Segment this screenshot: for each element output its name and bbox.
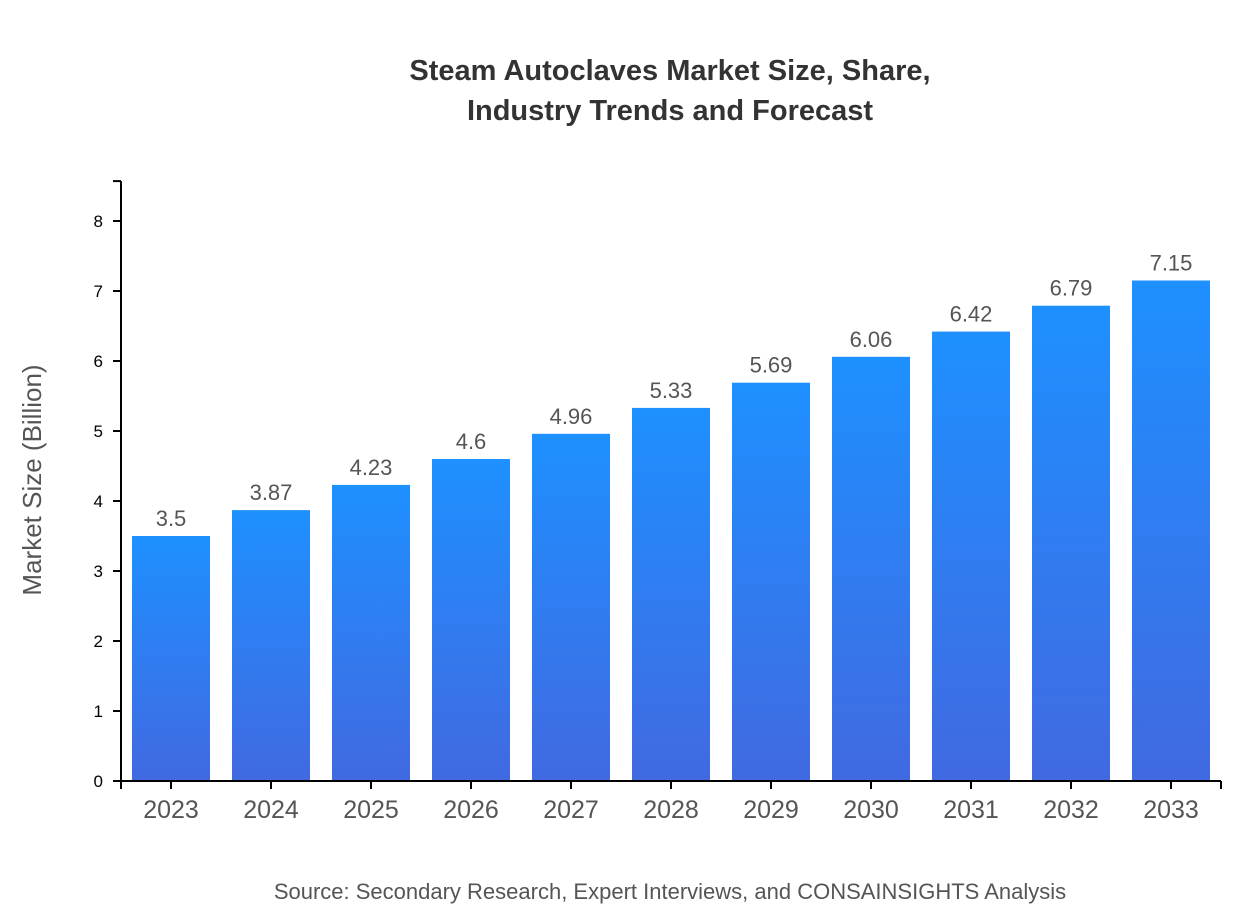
chart-title-line-1: Steam Autoclaves Market Size, Share,: [409, 55, 930, 87]
data-label-2026: 4.6: [456, 429, 487, 454]
data-label-2029: 5.69: [750, 353, 793, 378]
bars: 3.5 3.87 4.23 4.6 4.96 5.33 5.69 6.06 6.42 6.79 7.…: [132, 251, 1210, 781]
bar-2026: [432, 459, 510, 781]
x-tick-label: 2024: [243, 796, 299, 824]
axes: 2023 2024 2025 2026 2027 2028 2029 2030 2031 2032…: [94, 180, 1222, 824]
bar-2028: [632, 407, 710, 781]
bar-2032: [1032, 305, 1110, 781]
x-tick-label: 2030: [843, 796, 899, 824]
y-axis-label: Market Size (Billion): [17, 364, 47, 595]
y-tick-label: 7: [94, 282, 103, 301]
data-label-2027: 4.96: [550, 404, 593, 429]
data-label-2024: 3.87: [250, 480, 293, 505]
data-label-2028: 5.33: [650, 378, 693, 403]
data-label-2025: 4.23: [350, 455, 393, 480]
data-label-2032: 6.79: [1050, 276, 1093, 301]
y-tick-label: 6: [94, 352, 103, 371]
x-tick-label: 2032: [1043, 796, 1099, 824]
bar-2033: [1132, 280, 1210, 781]
y-tick-label: 0: [94, 772, 103, 791]
data-label-2023: 3.5: [156, 506, 187, 531]
x-tick-label: 2027: [543, 796, 599, 824]
x-tick-label: 2031: [943, 796, 999, 824]
x-tick-label: 2033: [1143, 796, 1199, 824]
y-tick-label: 3: [94, 562, 103, 581]
bar-2027: [532, 433, 610, 781]
y-tick-label: 8: [94, 212, 103, 231]
source-note: Source: Secondary Research, Expert Inter…: [274, 879, 1066, 904]
data-label-2033: 7.15: [1150, 251, 1193, 276]
bar-2031: [932, 331, 1010, 781]
y-tick-label: 1: [94, 702, 103, 721]
bar-2030: [832, 356, 910, 781]
bar-2029: [732, 382, 810, 781]
x-tick-label: 2029: [743, 796, 799, 824]
y-tick-label: 5: [94, 422, 103, 441]
y-tick-label: 4: [94, 492, 103, 511]
bar-2025: [332, 484, 410, 781]
x-tick-label: 2025: [343, 796, 399, 824]
data-label-2030: 6.06: [850, 327, 893, 352]
y-tick-label: 2: [94, 632, 103, 651]
x-tick-label: 2023: [143, 796, 199, 824]
x-tick-label: 2026: [443, 796, 499, 824]
data-label-2031: 6.42: [950, 302, 993, 327]
bar-2023: [132, 536, 210, 781]
bar-2024: [232, 510, 310, 781]
chart-title-line-2: Industry Trends and Forecast: [467, 95, 873, 127]
x-tick-label: 2028: [643, 796, 699, 824]
